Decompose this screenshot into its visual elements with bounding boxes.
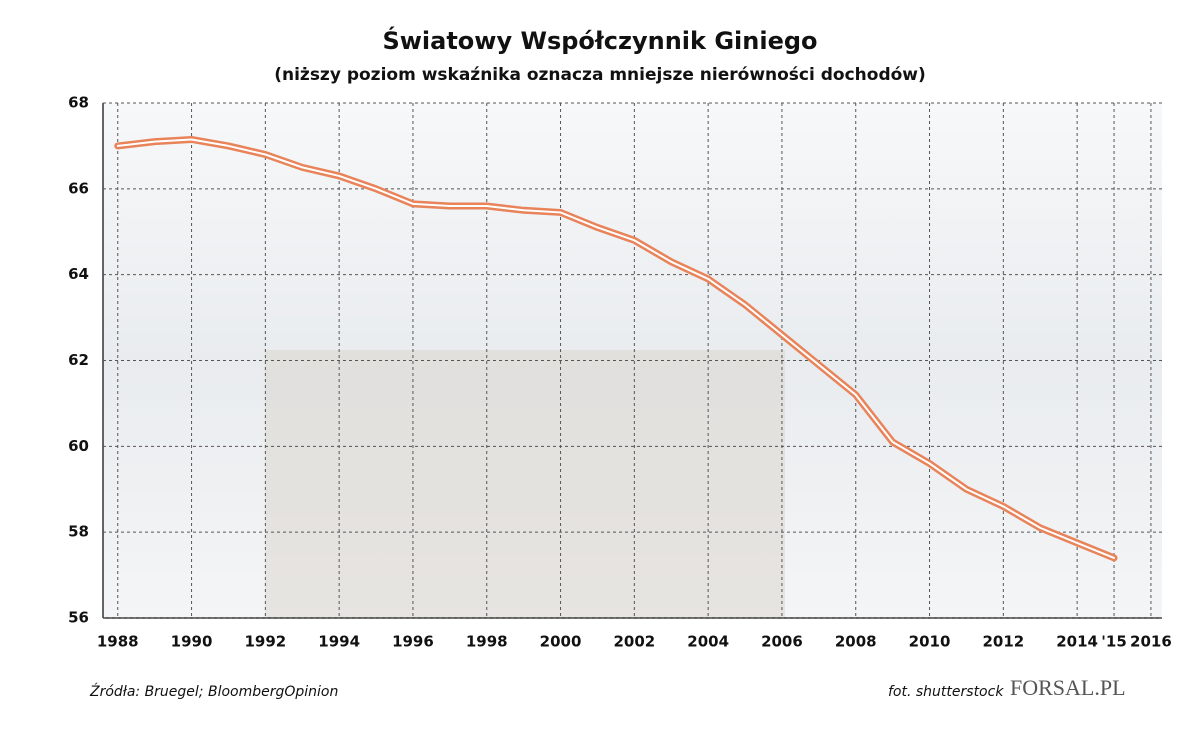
- x-tick-label: 2004: [687, 633, 729, 651]
- x-tick-label: '15: [1101, 633, 1126, 651]
- y-tick-label: 56: [68, 609, 89, 627]
- background-photo: [265, 350, 785, 618]
- source: Źródła: Bruegel; BloombergOpinion: [89, 682, 338, 700]
- x-tick-label: 1996: [392, 633, 434, 651]
- y-tick-label: 62: [68, 351, 89, 369]
- photo-credit: fot. shutterstock: [888, 684, 1004, 700]
- x-tick-label: 2016: [1130, 633, 1172, 651]
- y-tick-label: 58: [68, 523, 89, 541]
- x-tick-label: 2002: [613, 633, 655, 651]
- x-tick-label: 1998: [466, 633, 508, 651]
- x-tick-label: 2012: [982, 633, 1024, 651]
- chart-title: Światowy Współczynnik Giniego: [382, 25, 817, 55]
- x-tick-label: 1988: [97, 633, 139, 651]
- y-tick-label: 64: [68, 265, 89, 283]
- x-tick-label: 1994: [318, 633, 360, 651]
- logo: FORSAL.PL: [1010, 675, 1126, 700]
- y-tick-label: 68: [68, 94, 89, 112]
- x-tick-label: 1992: [244, 633, 286, 651]
- y-tick-label: 66: [68, 179, 89, 197]
- x-tick-label: 2006: [761, 633, 803, 651]
- x-tick-label: 2014: [1056, 633, 1098, 651]
- x-tick-label: 2010: [909, 633, 951, 651]
- chart-subtitle: (niższy poziom wskaźnika oznacza mniejsz…: [274, 65, 926, 85]
- line-highlight: [116, 138, 1116, 559]
- x-tick-label: 2000: [540, 633, 582, 651]
- x-tick-label: 2008: [835, 633, 877, 651]
- x-tick-label: 1990: [171, 633, 213, 651]
- y-tick-label: 60: [68, 437, 89, 455]
